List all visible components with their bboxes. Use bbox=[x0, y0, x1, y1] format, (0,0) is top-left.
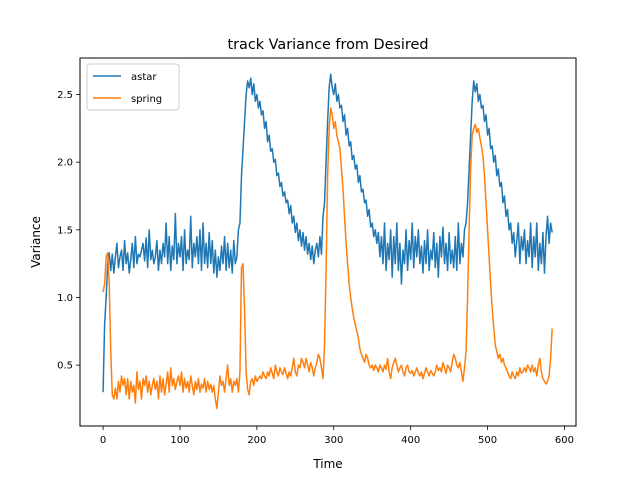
legend: astar spring bbox=[86, 63, 180, 111]
x-tick-label: 0 bbox=[100, 435, 106, 446]
x-axis-label: Time bbox=[312, 457, 342, 471]
x-tick-label: 400 bbox=[401, 435, 420, 446]
series-line-astar bbox=[102, 73, 553, 393]
x-axis-ticks: 0 100 200 300 400 500 600 bbox=[100, 426, 574, 446]
legend-label-spring: spring bbox=[131, 94, 162, 105]
x-tick-label: 200 bbox=[247, 435, 266, 446]
y-tick-label: 0.5 bbox=[57, 361, 73, 372]
plot-area bbox=[79, 57, 577, 427]
y-axis-label: Variance bbox=[29, 216, 43, 268]
x-tick-label: 600 bbox=[555, 435, 574, 446]
x-tick-label: 500 bbox=[478, 435, 497, 446]
y-tick-label: 2.0 bbox=[57, 158, 73, 169]
y-axis-ticks: 0.5 1.0 1.5 2.0 2.5 bbox=[57, 90, 80, 372]
x-tick-label: 300 bbox=[324, 435, 343, 446]
x-tick-label: 100 bbox=[170, 435, 189, 446]
y-tick-label: 2.5 bbox=[57, 90, 73, 101]
chart-title: track Variance from Desired bbox=[227, 37, 428, 53]
legend-label-astar: astar bbox=[131, 72, 157, 83]
axes-border bbox=[79, 57, 577, 427]
y-tick-label: 1.5 bbox=[57, 225, 73, 236]
y-tick-label: 1.0 bbox=[57, 293, 73, 304]
series-layer bbox=[102, 73, 553, 410]
series-line-spring bbox=[102, 107, 553, 410]
